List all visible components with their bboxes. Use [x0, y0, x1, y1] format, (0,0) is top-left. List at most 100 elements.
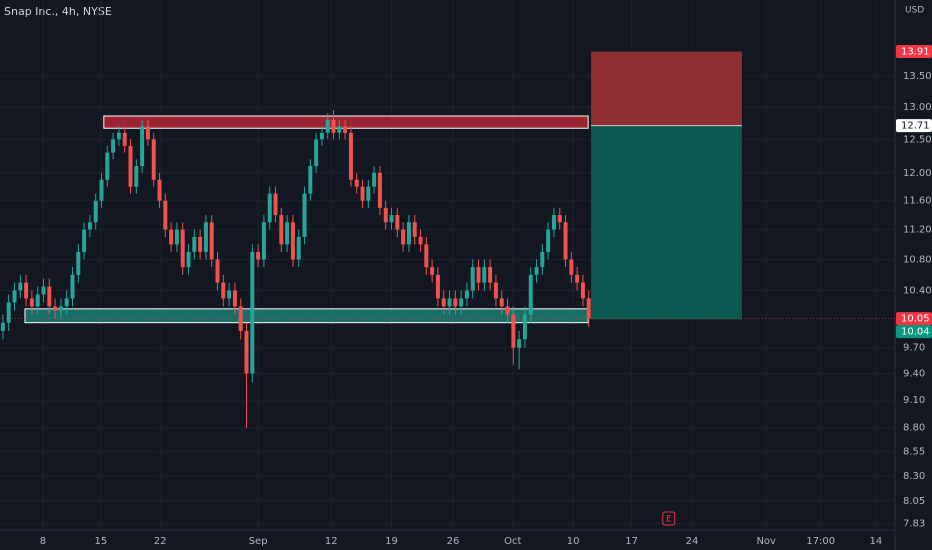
candle-body: [580, 282, 585, 299]
x-tick-label: Nov: [756, 536, 776, 547]
candle-body: [534, 267, 539, 275]
candle-body: [58, 306, 63, 311]
candle-body: [296, 236, 301, 260]
candle-body: [256, 251, 261, 260]
candle-body: [482, 267, 487, 283]
x-tick-label: 17: [625, 536, 638, 547]
candle-body: [464, 290, 469, 299]
x-tick-label: 17:00: [806, 536, 835, 547]
candle-body: [186, 251, 191, 268]
candle-body: [151, 139, 156, 180]
x-tick-label: 26: [447, 536, 460, 547]
candle-body: [383, 207, 388, 223]
candle-body: [12, 290, 17, 303]
candle-body: [122, 132, 127, 146]
candle-body: [145, 126, 150, 140]
candle-body: [488, 267, 493, 283]
candle-body: [528, 274, 533, 315]
candle-body: [308, 166, 313, 194]
candle-body: [174, 229, 179, 245]
candle-body: [337, 126, 342, 133]
candle-body: [493, 282, 498, 299]
x-tick-label: 15: [95, 536, 108, 547]
candle-body: [82, 229, 87, 252]
candle-body: [76, 251, 81, 275]
candle-body: [406, 222, 411, 245]
candle-body: [232, 290, 237, 307]
candle-body: [372, 172, 377, 187]
y-tick-label: 13.50: [903, 71, 932, 82]
y-tick-label: 11.60: [903, 196, 932, 207]
earnings-label: E: [666, 515, 672, 525]
candle-body: [546, 229, 551, 252]
candle-body: [111, 139, 116, 153]
candle-body: [470, 267, 475, 291]
candle-body: [87, 222, 92, 230]
candle-body: [325, 119, 330, 133]
candle-body: [366, 186, 371, 201]
price-label: 13.91: [901, 47, 930, 58]
candle-body: [157, 179, 162, 201]
candle-body: [29, 298, 34, 307]
candle-body: [522, 314, 527, 340]
zone: [24, 308, 589, 324]
earnings-marker: [662, 511, 676, 526]
candle-body: [401, 229, 406, 245]
y-tick-label: 9.10: [903, 395, 925, 406]
candle-body: [453, 298, 458, 307]
candle-body: [41, 286, 46, 295]
candle-body: [0, 322, 5, 331]
x-tick-label: 22: [154, 536, 167, 547]
candle-body: [134, 166, 139, 187]
candle-body: [267, 193, 272, 223]
y-tick-label: 9.40: [903, 369, 925, 380]
candle-body: [348, 132, 353, 180]
chart-title: Snap Inc., 4h, NYSE: [4, 5, 112, 18]
x-tick-label: 19: [385, 536, 398, 547]
candle-body: [47, 286, 52, 307]
candle-body: [302, 193, 307, 237]
y-tick-label: 10.80: [903, 254, 932, 265]
candle-body: [343, 126, 348, 133]
y-tick-label: 8.55: [903, 446, 925, 457]
y-tick-label: 8.05: [903, 496, 925, 507]
candle-body: [389, 215, 394, 223]
candle-body: [105, 152, 110, 180]
candle-body: [53, 306, 58, 311]
candle-body: [273, 193, 278, 216]
y-tick-label: 12.00: [903, 168, 932, 179]
candle-body: [116, 132, 121, 140]
candle-body: [198, 236, 203, 252]
y-tick-label: 12.50: [903, 134, 932, 145]
candle-body: [203, 222, 208, 252]
x-tick-label: Oct: [504, 536, 521, 547]
candle-body: [192, 236, 197, 252]
candle-body: [70, 274, 75, 299]
x-tick-label: 24: [686, 536, 699, 547]
candle-body: [569, 259, 574, 275]
candle-body: [128, 145, 133, 187]
candle-body: [18, 282, 23, 291]
candle-body: [331, 119, 336, 133]
candle-body: [517, 339, 522, 348]
y-tick-label: 7.83: [903, 519, 925, 530]
candle-body: [540, 251, 545, 268]
candle-body: [430, 267, 435, 275]
candle-body: [215, 259, 220, 283]
currency: USD: [905, 6, 924, 16]
candle-body: [499, 298, 504, 307]
candle-body: [169, 229, 174, 245]
candle-body: [563, 222, 568, 260]
candle-body: [93, 200, 98, 223]
candle-body: [227, 290, 232, 299]
target-zone: [591, 125, 742, 320]
candle-body: [575, 274, 580, 283]
candle-body: [24, 282, 29, 299]
candle-body: [261, 222, 266, 260]
price-label-bg: [896, 45, 932, 59]
candle-body: [140, 126, 145, 167]
candle-body: [290, 222, 295, 260]
candle-body: [6, 302, 11, 323]
